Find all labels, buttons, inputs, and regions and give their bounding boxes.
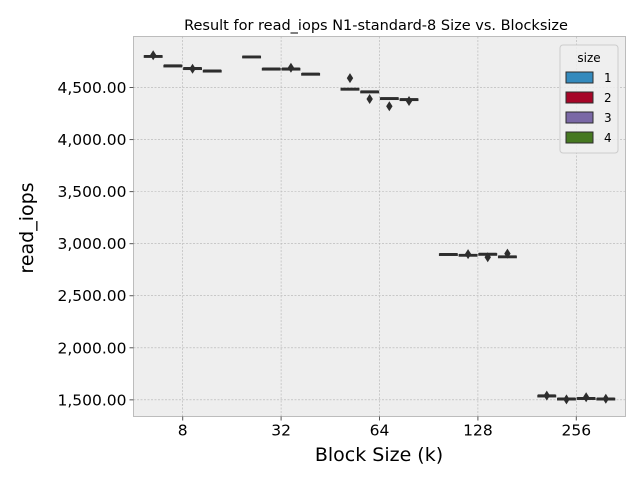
legend-swatch	[565, 111, 594, 124]
legend-entry-label: 4	[604, 131, 612, 145]
legend-entry-label: 3	[604, 111, 612, 125]
outlier-point	[287, 62, 295, 73]
outlier-point	[504, 248, 511, 259]
y-tick-label: 3,000.00	[57, 235, 126, 253]
legend-title: size	[577, 51, 600, 65]
y-tick-label: 2,500.00	[57, 287, 126, 305]
box-marks	[143, 50, 616, 405]
y-tick-label: 4,000.00	[57, 131, 126, 149]
y-axis-ticks: 1,500.00 2,000.00 2,500.00 3,000.00 3,500.00…	[57, 79, 134, 409]
box-series-4	[301, 72, 321, 76]
box-series-1	[242, 55, 262, 59]
box-series-2	[360, 90, 380, 104]
box-series-2	[458, 249, 478, 260]
x-tick-label: 64	[370, 422, 390, 440]
legend-swatch	[565, 91, 594, 104]
outlier-point	[346, 73, 354, 84]
box-series-3	[576, 392, 596, 403]
y-tick-label: 3,500.00	[57, 183, 126, 201]
outlier-point	[149, 50, 157, 61]
box-series-4	[497, 248, 517, 259]
legend-swatch	[565, 71, 594, 84]
y-tick-label: 2,000.00	[57, 339, 126, 357]
box-series-3	[478, 252, 498, 263]
outlier-point	[189, 63, 196, 74]
chart-title: Result for read_iops N1-standard-8 Size …	[184, 18, 568, 34]
box-series-4	[596, 393, 616, 404]
box-series-4	[202, 69, 222, 73]
y-axis-label: read_iops	[16, 182, 38, 273]
x-axis-label: Block Size (k)	[315, 444, 443, 466]
box-series-3	[183, 63, 202, 74]
outlier-point	[582, 392, 590, 403]
box-series-1	[537, 390, 557, 401]
legend-entry-label: 2	[604, 91, 612, 105]
outlier-point	[484, 252, 491, 263]
outlier-point	[543, 390, 550, 401]
box-series-3	[281, 62, 301, 73]
box-series-1	[438, 252, 458, 256]
y-tick-label: 1,500.00	[57, 391, 126, 409]
outlier-point	[602, 393, 610, 404]
box-series-3	[379, 97, 399, 112]
x-tick-label: 128	[463, 422, 493, 440]
x-tick-label: 8	[178, 422, 188, 440]
box-series-2	[557, 394, 576, 405]
box-series-1	[143, 50, 163, 61]
box-series-1	[340, 73, 360, 91]
legend: size 1 2 3 4	[559, 44, 619, 154]
box-series-4	[399, 96, 419, 107]
outlier-point	[563, 394, 570, 405]
box-series-2	[163, 64, 183, 68]
x-axis-ticks: 8 32 64 128 256	[178, 416, 592, 440]
legend-entry-label: 1	[604, 71, 612, 85]
outlier-point	[366, 93, 373, 104]
outlier-point	[464, 249, 472, 260]
legend-swatch	[565, 131, 594, 144]
box-series-2	[261, 67, 281, 71]
y-tick-label: 4,500.00	[57, 79, 126, 97]
x-tick-label: 32	[271, 422, 291, 440]
outlier-point	[386, 101, 393, 112]
x-tick-label: 256	[562, 422, 592, 440]
gridlines	[133, 36, 626, 417]
outlier-point	[405, 96, 413, 107]
